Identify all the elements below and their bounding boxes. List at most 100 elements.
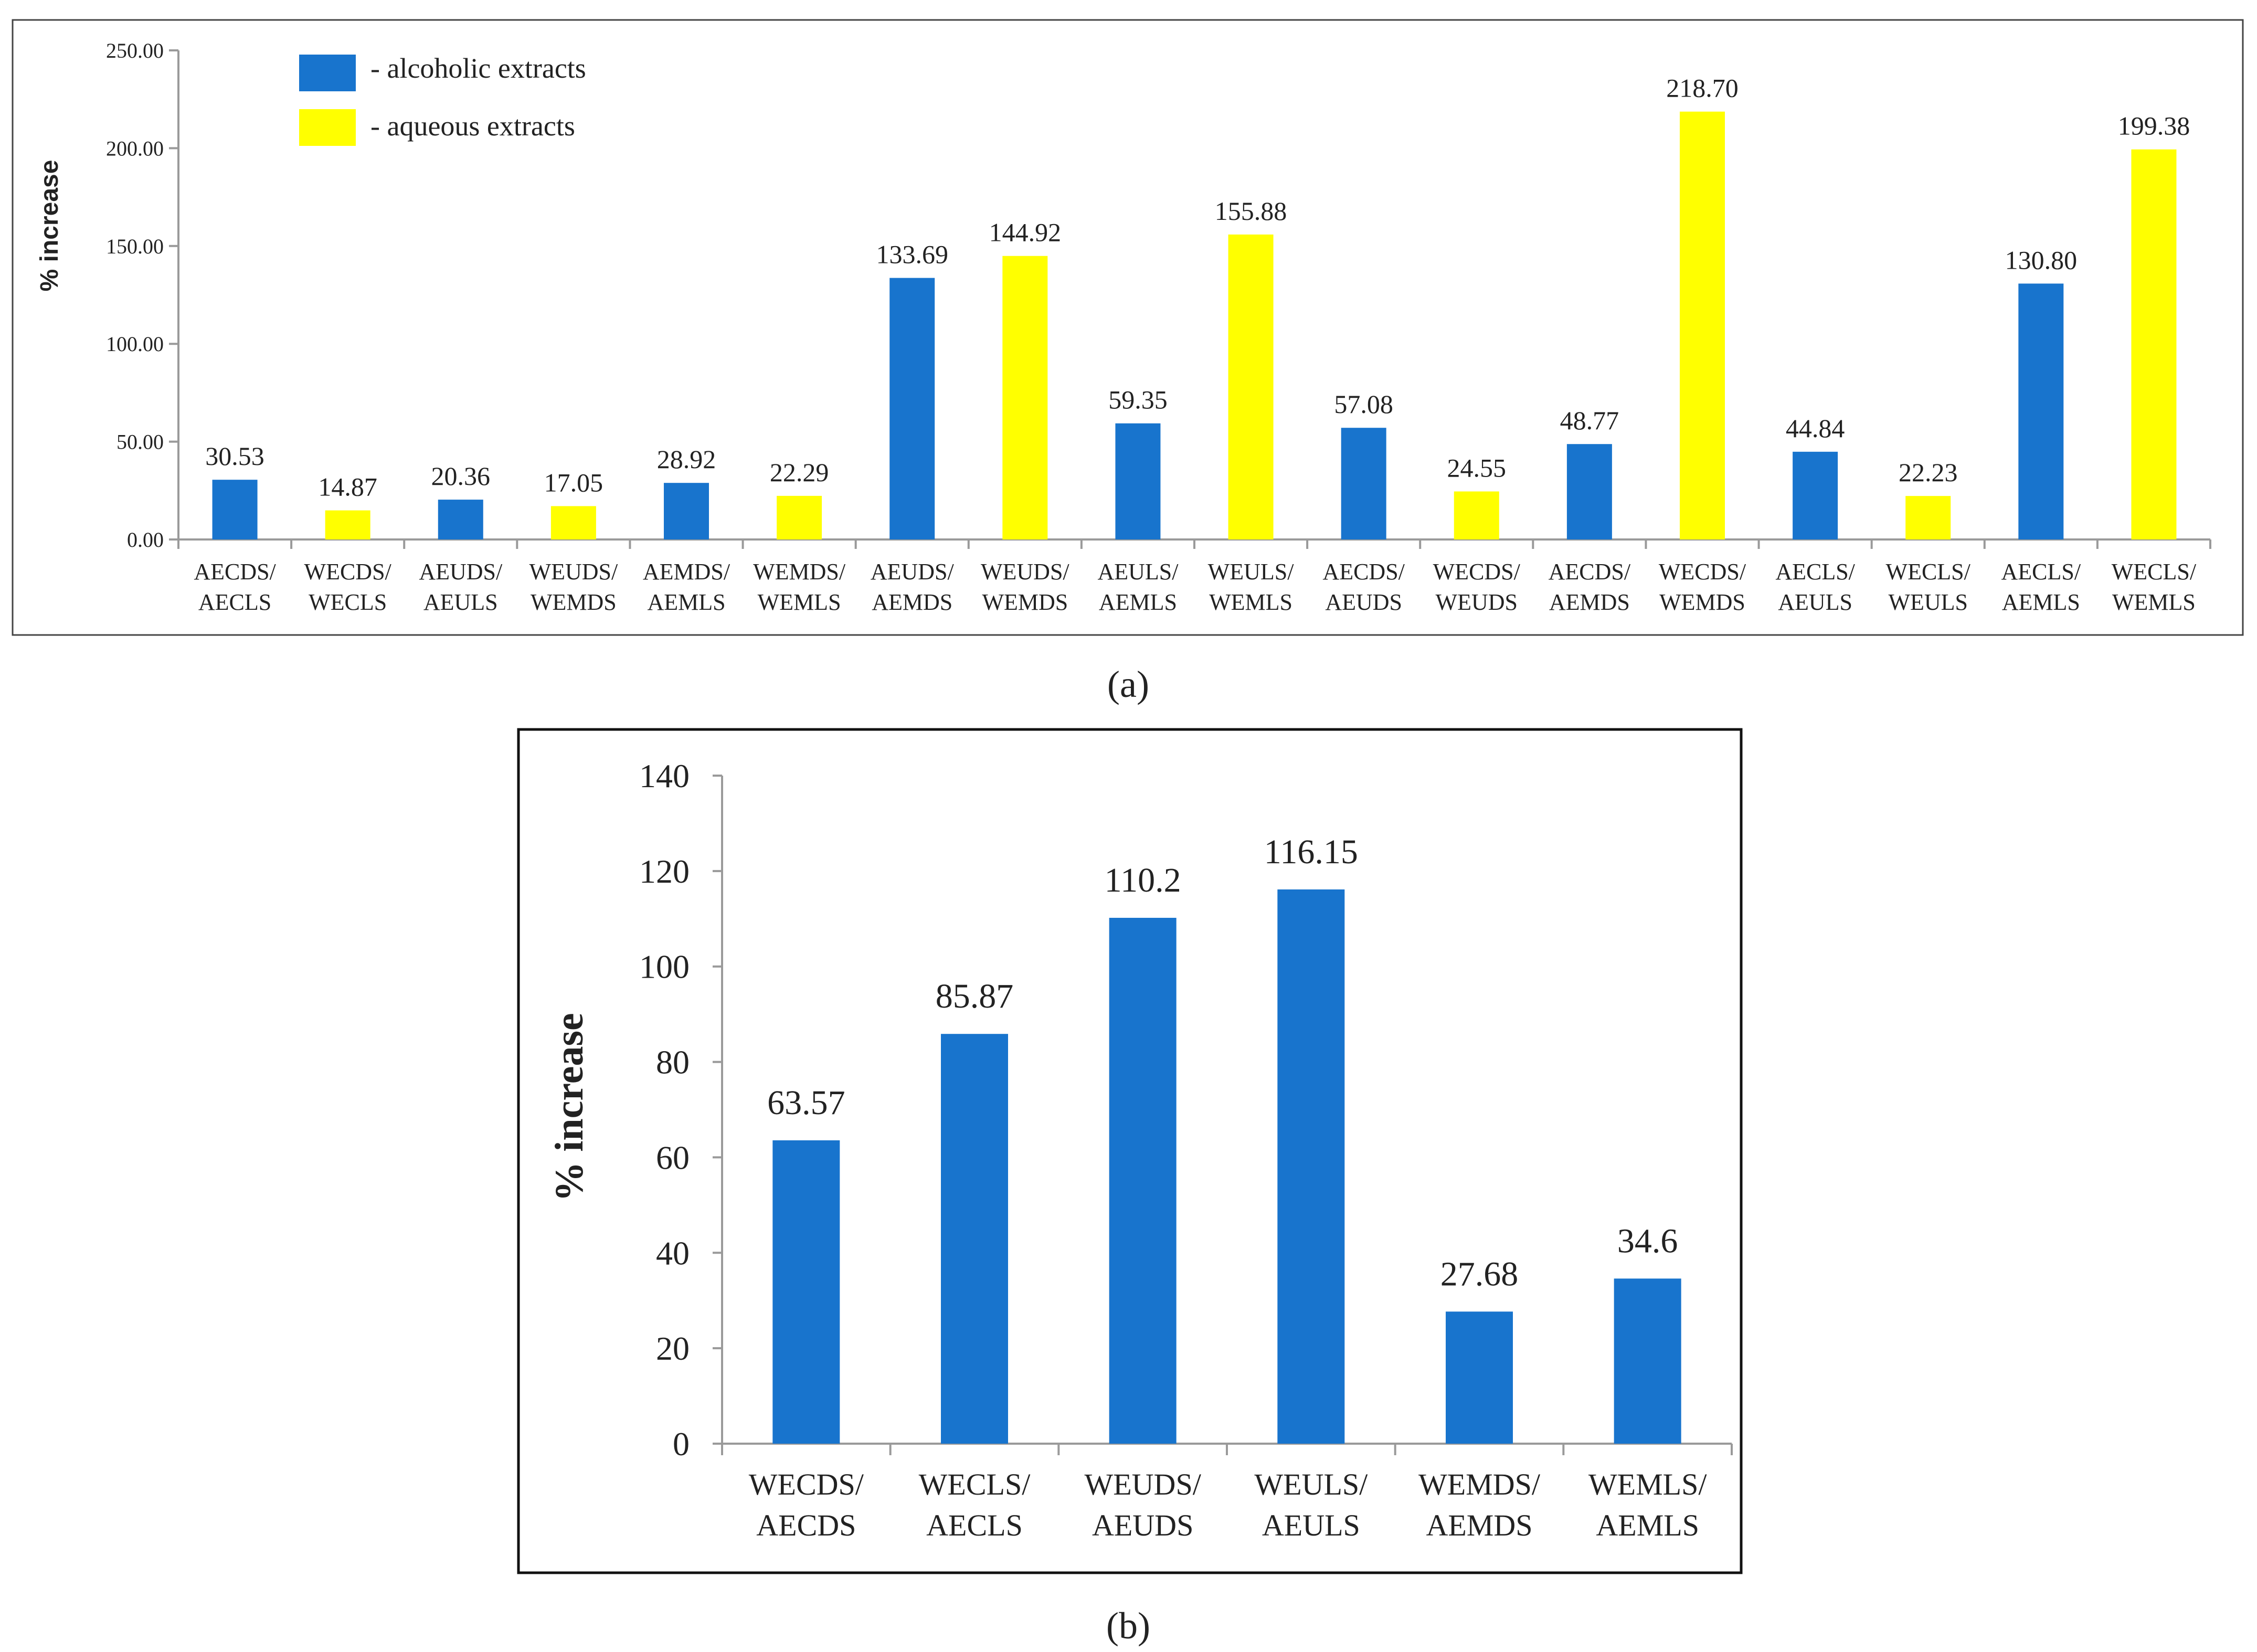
chart-b-category-label: WEUDS/ [1085,1467,1202,1501]
chart-a-category-label: WEMLS [2112,589,2196,615]
chart-b-ylabel: % increase [547,1013,591,1202]
chart-a-value-label: 44.84 [1786,414,1845,443]
chart-a-category-label: AEUDS/ [871,559,955,585]
chart-a-category-label: AECDS/ [1549,559,1631,585]
chart-a-ytick-label: 150.00 [106,235,164,258]
chart-a-category-label: AEMDS [872,589,952,615]
chart-a-category-label: AECDS/ [1322,559,1405,585]
chart-a-category-labels: AECDS/AECLS WECDS/WECLS AEUDS/AEULS WEUDS/W… [177,539,2211,615]
chart-a-category-label: WEUDS [1436,589,1518,615]
chart-a-bar [1454,491,1499,539]
chart-b-value-label: 110.2 [1105,861,1181,899]
chart-a-category-label: AECLS/ [1775,559,1855,585]
chart-a-category-label: AEMLS [647,589,725,615]
chart-b-ytick-label: 80 [656,1044,690,1081]
panel-label-a: (a) [1107,663,1149,705]
chart-a-ylabel: % increase [36,160,63,292]
chart-a-bar [1680,111,1725,539]
chart-a-value-label: 48.77 [1560,406,1619,435]
chart-a-category-label: AECDS/ [194,559,276,585]
chart-a-value-label: 22.23 [1899,458,1958,487]
chart-a-category-label: WEMDS [531,589,617,615]
chart-a-category-label: WECLS/ [2112,559,2197,585]
chart-b-category-label: WECDS/ [749,1467,864,1501]
chart-a-category-label: WEULS/ [1208,559,1295,585]
chart-a-bar [438,500,483,539]
chart-a-value-label: 17.05 [544,468,603,497]
chart-a-category-label: AEMDS [1549,589,1630,615]
chart-b-bars [772,889,1681,1444]
chart-a-value-label: 24.55 [1447,453,1507,482]
chart-a-category-label: WEUDS/ [981,559,1069,585]
chart-a-category-label: AEULS [423,589,498,615]
chart-a-value-label: 218.70 [1666,73,1739,103]
chart-a-category-label: AEMLS [1099,589,1177,615]
chart-b-ytick-label: 20 [656,1330,690,1367]
legend-swatch-aqueous [299,109,356,146]
chart-b-value-labels: 63.57 85.87 110.2 116.15 27.68 34.6 [767,833,1678,1293]
chart-a-value-label: 59.35 [1108,385,1168,415]
chart-a-category-label: WEULS [1888,589,1968,615]
chart-b-ytick-label: 0 [673,1425,690,1463]
chart-a-ytick-label: 50.00 [116,430,164,454]
chart-b-ytick-label: 60 [656,1139,690,1176]
chart-a-value-label: 130.80 [2005,245,2078,274]
chart-b-value-label: 85.87 [936,977,1014,1015]
chart-b-value-label: 34.6 [1617,1222,1678,1260]
chart-a-category-label: AEUDS [1325,589,1402,615]
chart-a-value-label: 20.36 [431,461,491,491]
chart-a-value-label: 57.08 [1334,389,1393,419]
chart-a-value-label: 199.38 [2118,111,2190,141]
chart-a-ytick-label: 100.00 [106,332,164,356]
chart-b-ytick-label: 100 [639,948,690,986]
chart-a-category-label: WECLS/ [1886,559,1971,585]
chart-b-ytick-label: 120 [639,853,690,890]
chart-a-bar [1905,496,1951,539]
chart-b-category-labels: WECDS/AECDS WECLS/AECLS WEUDS/AEUDS WEULS/A… [721,1444,1733,1542]
chart-a-bar [212,480,258,539]
chart-a-bar [550,506,596,539]
chart-b-category-label: WEMDS/ [1418,1467,1541,1501]
chart-a-category-label: AEULS/ [1097,559,1179,585]
chart-a-ytick-label: 250.00 [106,39,164,62]
chart-b-value-label: 27.68 [1440,1255,1519,1293]
chart-a-bar [2131,149,2177,539]
chart-a-bar [1002,256,1048,539]
chart-a-category-label: WECDS/ [1659,559,1746,585]
chart-a-value-label: 28.92 [657,444,716,474]
chart-a-category-label: AEMDS/ [643,559,730,585]
chart-a-value-label: 155.88 [1215,196,1287,226]
chart-b-category-label: WEMLS/ [1588,1467,1707,1501]
chart-a-category-label: WEMDS/ [753,559,846,585]
chart-a: 0.00 50.00 100.00 150.00 200.00 250.00 30.53 1… [12,19,2244,636]
chart-b-category-label: WEULS/ [1254,1467,1368,1501]
chart-a-bar [664,483,709,539]
chart-a-legend: - alcoholic extracts - aqueous extracts [299,52,586,146]
chart-b-category-label: AEMDS [1426,1508,1532,1542]
chart-a-category-label: WECDS/ [1433,559,1521,585]
chart-a-value-label: 22.29 [770,458,829,487]
chart-b-category-label: AEUDS [1092,1508,1193,1542]
chart-b-bar [1109,917,1177,1444]
legend-label-alcoholic: - alcoholic extracts [370,52,586,84]
chart-b-category-label: AECLS [926,1508,1023,1542]
chart-a-value-label: 14.87 [318,472,377,502]
chart-a-category-label: AEULS [1778,589,1852,615]
chart-a-bar [1793,451,1838,539]
chart-a-category-label: AEUDS/ [419,559,503,585]
chart-b-ytick-label: 140 [639,757,690,795]
chart-a-bar [325,510,370,539]
chart-b-ytick-label: 40 [656,1234,690,1272]
chart-a-category-label: WEMLS [758,589,841,615]
chart-b-value-label: 63.57 [767,1084,845,1122]
chart-a-bar [1115,423,1161,539]
chart-a-category-label: AECLS/ [2001,559,2081,585]
chart-a-category-label: WEMDS [982,589,1068,615]
chart-a-bar [777,495,822,539]
chart-a-category-label: AECLS [198,589,271,615]
chart-a-value-label: 144.92 [989,218,1062,247]
chart-a-category-label: WEMLS [1209,589,1292,615]
chart-b-category-label: AECDS [756,1508,856,1542]
chart-a-ytick-label: 0.00 [127,528,164,552]
chart-b-bar [1614,1278,1681,1444]
